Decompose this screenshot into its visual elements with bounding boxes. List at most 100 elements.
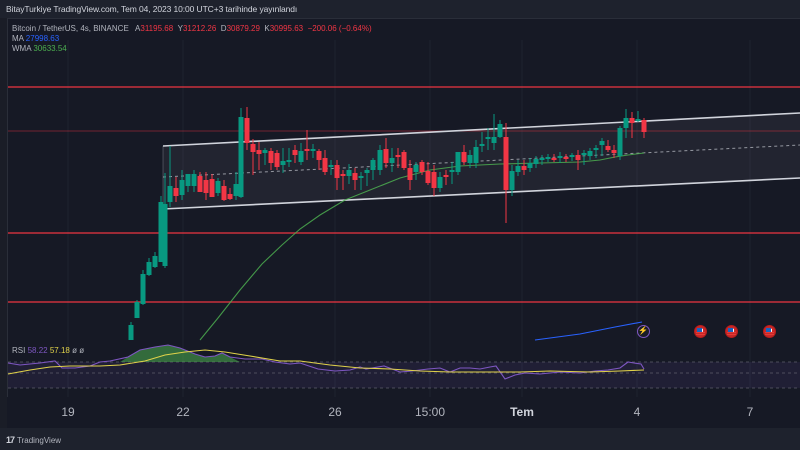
us-flag-event-icon[interactable] xyxy=(693,324,707,338)
candle-body xyxy=(581,153,587,155)
candle-body xyxy=(473,147,479,163)
rsi-value: 58.22 xyxy=(27,346,48,355)
candle-body xyxy=(179,180,185,195)
candle-body xyxy=(521,166,527,170)
candle-body xyxy=(455,152,461,172)
candle-body xyxy=(250,144,256,152)
us-flag-event-icon[interactable] xyxy=(724,324,738,338)
price-chart[interactable] xyxy=(0,0,800,428)
high-value: 31212.26 xyxy=(182,24,217,33)
candle-body xyxy=(527,163,533,168)
candle-body xyxy=(322,158,328,172)
candle-body xyxy=(358,176,364,178)
candle-body xyxy=(140,274,146,304)
candle-body xyxy=(262,150,268,153)
rsi-ma-value: 57.18 xyxy=(49,346,70,355)
candle-body xyxy=(551,158,557,160)
rsi-extra-1: ø xyxy=(72,346,77,355)
candle-body xyxy=(611,150,617,153)
candle-body xyxy=(227,194,233,199)
ma-row[interactable]: MA 27998.63 xyxy=(12,34,372,44)
candle-body xyxy=(491,137,497,143)
candle-body xyxy=(431,172,437,188)
x-tick-label: 7 xyxy=(746,405,754,419)
footer: 17 TradingView xyxy=(0,428,800,450)
candle-body xyxy=(557,156,563,158)
candle-body xyxy=(162,204,168,266)
x-tick-label: 15:00 xyxy=(414,405,446,419)
candle-body xyxy=(233,184,239,196)
candle-body xyxy=(587,151,593,156)
us-flag-event-icon[interactable] xyxy=(762,324,776,338)
time-axis[interactable]: 19 22 26 15:00 Tem 4 7 xyxy=(7,397,800,428)
candle-body xyxy=(346,170,352,176)
candle-body xyxy=(173,188,179,196)
candle-body xyxy=(280,161,286,165)
candle-body xyxy=(274,153,280,167)
ma-value: 27998.63 xyxy=(25,34,60,43)
candle-body xyxy=(370,160,376,170)
close-value: 30995.63 xyxy=(269,24,304,33)
candle-body xyxy=(292,150,298,155)
candle-body xyxy=(461,152,467,162)
candle-body xyxy=(185,174,191,186)
candle-body xyxy=(641,120,647,132)
candle-body xyxy=(158,202,164,262)
wma-line xyxy=(199,152,645,341)
candle-body xyxy=(419,162,425,172)
tradingview-logo-icon: 17 xyxy=(6,435,15,445)
x-tick-label: Tem xyxy=(510,405,534,419)
candle-body xyxy=(407,168,413,180)
candle-body xyxy=(635,119,641,121)
candle-body xyxy=(545,157,551,159)
x-tick-label: 4 xyxy=(633,405,641,419)
rsi-label: RSI xyxy=(12,346,26,355)
candle-body xyxy=(268,151,274,163)
candle-body xyxy=(383,149,389,163)
candle-body xyxy=(304,149,310,151)
publish-header: BitayTurkiye TradingView.com, Tem 04, 20… xyxy=(0,0,800,18)
candle-body xyxy=(449,170,455,172)
wma-value: 30633.54 xyxy=(33,44,67,53)
tradingview-brand[interactable]: 17 TradingView xyxy=(6,435,61,445)
candle-body xyxy=(152,256,158,267)
rsi-ma-line xyxy=(7,349,645,375)
candle-body xyxy=(377,150,383,170)
candle-body xyxy=(328,165,334,167)
candle-body xyxy=(286,160,292,162)
candle-body xyxy=(539,158,545,160)
candle-body xyxy=(352,173,358,180)
rsi-band-fill xyxy=(8,362,800,388)
rsi-line xyxy=(7,344,645,380)
channel-upper-line xyxy=(162,112,800,147)
candle-body xyxy=(256,150,262,154)
lightning-event-icon[interactable]: ⚡ xyxy=(636,324,650,338)
symbol-row: Bitcoin / TetherUS, 4s, BINANCE A31195.6… xyxy=(12,24,372,33)
symbol-title[interactable]: Bitcoin / TetherUS, 4s, BINANCE xyxy=(12,24,129,33)
candle-body xyxy=(191,174,197,186)
candle-body xyxy=(334,165,340,178)
x-tick-label: 26 xyxy=(328,405,342,419)
candle-body xyxy=(209,179,215,197)
candle-body xyxy=(479,144,485,146)
rsi-legend[interactable]: RSI 58.22 57.18 ø ø xyxy=(12,346,84,355)
candle-body xyxy=(238,117,244,197)
candle-body xyxy=(575,155,581,160)
candle-body xyxy=(316,151,322,160)
x-tick-label: 19 xyxy=(61,405,75,419)
candle-body xyxy=(203,180,209,193)
candle-body xyxy=(437,177,443,188)
candle-body xyxy=(569,155,575,157)
wma-row[interactable]: WMA 30633.54 xyxy=(12,44,372,54)
candle-body xyxy=(244,118,250,143)
low-value: 30879.29 xyxy=(226,24,260,33)
candle-body xyxy=(128,325,134,340)
ma-label: MA xyxy=(12,34,24,43)
candle-body xyxy=(509,171,515,190)
candle-body xyxy=(298,151,304,162)
rsi-overbought-fill xyxy=(120,345,240,362)
chart-legend: Bitcoin / TetherUS, 4s, BINANCE A31195.6… xyxy=(12,24,372,54)
candle-body xyxy=(364,170,370,173)
candle-body xyxy=(413,165,419,172)
candle-body xyxy=(389,158,395,163)
